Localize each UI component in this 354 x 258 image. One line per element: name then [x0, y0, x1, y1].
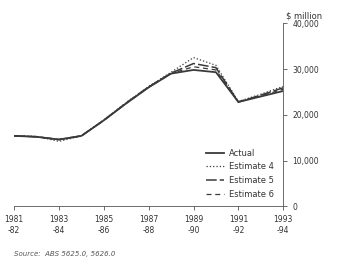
Actual [34, 135, 39, 138]
Estimate 5 [214, 66, 218, 69]
Estimate 5 [57, 138, 61, 141]
Estimate 4 [259, 93, 263, 96]
Actual [259, 95, 263, 98]
Actual [12, 134, 16, 138]
Line: Estimate 5: Estimate 5 [14, 63, 283, 140]
Estimate 6 [34, 135, 39, 138]
Estimate 6 [124, 102, 129, 105]
Legend: Actual, Estimate 4, Estimate 5, Estimate 6: Actual, Estimate 4, Estimate 5, Estimate… [206, 149, 274, 199]
Actual [236, 100, 240, 103]
Text: Source:  ABS 5625.0, 5626.0: Source: ABS 5625.0, 5626.0 [14, 251, 115, 257]
Estimate 6 [192, 65, 196, 68]
Actual [102, 119, 106, 122]
Line: Actual: Actual [14, 70, 283, 140]
Actual [79, 134, 84, 138]
Actual [214, 71, 218, 74]
Actual [192, 68, 196, 71]
Estimate 4 [192, 56, 196, 59]
Estimate 4 [147, 85, 151, 88]
Estimate 5 [34, 135, 39, 138]
Estimate 4 [236, 100, 240, 103]
Estimate 6 [169, 72, 173, 75]
Estimate 4 [214, 64, 218, 67]
Estimate 6 [79, 134, 84, 138]
Estimate 5 [259, 94, 263, 97]
Estimate 6 [102, 119, 106, 122]
Line: Estimate 4: Estimate 4 [14, 58, 283, 141]
Estimate 6 [259, 94, 263, 98]
Actual [281, 90, 285, 93]
Estimate 5 [79, 134, 84, 138]
Estimate 5 [236, 100, 240, 103]
Actual [57, 138, 61, 141]
Estimate 5 [124, 101, 129, 104]
Estimate 5 [192, 62, 196, 65]
Estimate 5 [12, 134, 16, 138]
Estimate 6 [12, 134, 16, 138]
Estimate 6 [236, 100, 240, 103]
Actual [169, 72, 173, 75]
Estimate 4 [124, 101, 129, 104]
Estimate 5 [102, 119, 106, 122]
Estimate 4 [12, 134, 16, 138]
Text: $ million: $ million [286, 11, 322, 20]
Estimate 5 [147, 85, 151, 88]
Estimate 6 [57, 138, 61, 141]
Estimate 4 [102, 118, 106, 122]
Actual [147, 86, 151, 89]
Estimate 4 [57, 140, 61, 143]
Estimate 4 [281, 85, 285, 88]
Estimate 6 [281, 88, 285, 91]
Estimate 4 [79, 134, 84, 138]
Estimate 6 [214, 68, 218, 71]
Estimate 4 [169, 71, 173, 74]
Estimate 5 [169, 71, 173, 75]
Line: Estimate 6: Estimate 6 [14, 67, 283, 140]
Estimate 4 [34, 135, 39, 138]
Estimate 6 [147, 86, 151, 89]
Estimate 5 [281, 86, 285, 89]
Actual [124, 102, 129, 105]
